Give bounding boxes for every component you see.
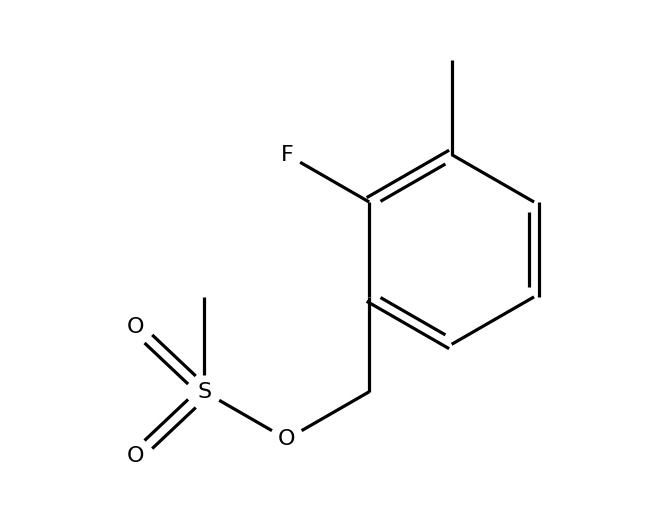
Text: O: O [127,446,145,466]
Text: F: F [281,144,293,165]
Text: S: S [197,382,212,402]
Text: O: O [127,317,145,337]
Text: O: O [278,429,295,449]
